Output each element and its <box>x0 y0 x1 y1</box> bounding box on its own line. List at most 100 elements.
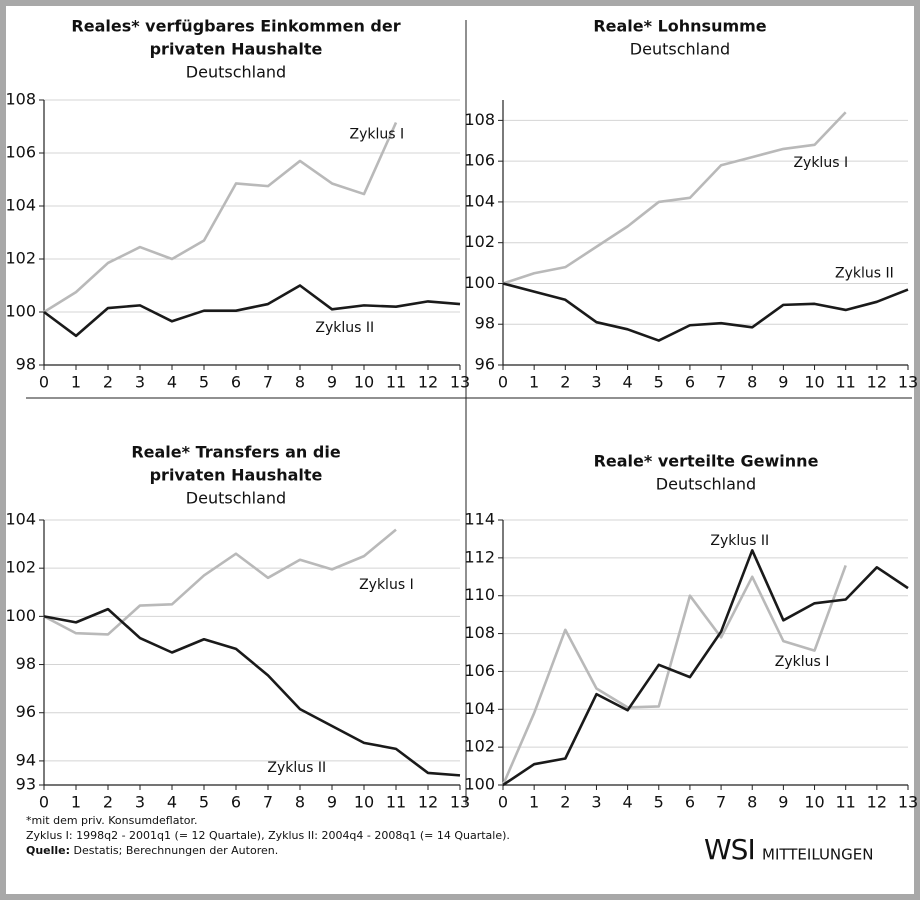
y-tick-label: 96 <box>475 355 495 374</box>
x-tick-label: 3 <box>135 373 145 392</box>
x-tick-label: 13 <box>450 373 470 392</box>
source-label: Quelle: <box>26 844 70 857</box>
x-tick-label: 2 <box>103 373 113 392</box>
x-tick-label: 12 <box>867 373 887 392</box>
chart-title: Reale* Lohnsumme <box>593 17 766 36</box>
x-tick-label: 2 <box>103 793 113 812</box>
x-tick-label: 13 <box>898 793 918 812</box>
x-tick-label: 9 <box>327 373 337 392</box>
x-tick-label: 1 <box>71 373 81 392</box>
series-line <box>43 607 461 777</box>
y-tick-label: 112 <box>464 547 495 566</box>
x-tick-label: 0 <box>39 373 49 392</box>
series-line <box>501 564 847 786</box>
series-label: Zyklus I <box>775 654 830 670</box>
x-tick-label: 5 <box>654 373 664 392</box>
y-tick-label: 102 <box>5 558 36 577</box>
series-label: Zyklus II <box>710 533 769 549</box>
y-tick-label: 110 <box>464 585 495 604</box>
y-tick-label: 106 <box>5 143 36 162</box>
y-tick-label: 106 <box>464 151 495 170</box>
x-tick-label: 7 <box>263 793 273 812</box>
x-tick-label: 1 <box>529 373 539 392</box>
x-tick-label: 4 <box>623 793 633 812</box>
series-label: Zyklus I <box>349 126 404 142</box>
series-line <box>43 121 398 314</box>
x-tick-label: 10 <box>804 793 824 812</box>
source: Quelle: Destatis; Berechnungen der Autor… <box>26 844 278 857</box>
y-tick-label: 104 <box>464 191 495 210</box>
source-text: Destatis; Berechnungen der Autoren. <box>70 844 278 857</box>
series-label: Zyklus II <box>315 320 374 336</box>
y-tick-label: 104 <box>464 699 495 718</box>
logo-mark: WSI <box>704 833 755 866</box>
x-tick-label: 12 <box>418 373 438 392</box>
y-tick-label: 102 <box>464 232 495 251</box>
x-tick-label: 0 <box>498 373 508 392</box>
x-tick-label: 6 <box>685 793 695 812</box>
x-tick-label: 5 <box>654 793 664 812</box>
x-tick-label: 8 <box>747 793 757 812</box>
chart-title: Reale* Transfers an die <box>131 443 340 462</box>
series-line <box>43 284 461 338</box>
y-tick-label: 102 <box>464 737 495 756</box>
x-tick-label: 1 <box>71 793 81 812</box>
series-line <box>502 111 847 285</box>
chart-subtitle: Deutschland <box>186 489 286 508</box>
series-label: Zyklus I <box>359 577 414 593</box>
x-tick-label: 7 <box>716 793 726 812</box>
x-tick-label: 8 <box>295 373 305 392</box>
chart-title: privaten Haushalte <box>150 40 323 59</box>
y-tick-label: 100 <box>464 775 495 794</box>
y-tick-label: 114 <box>464 510 495 529</box>
x-tick-label: 11 <box>836 793 856 812</box>
x-tick-label: 11 <box>836 373 856 392</box>
x-tick-label: 2 <box>560 793 570 812</box>
x-tick-label: 13 <box>450 793 470 812</box>
series-label: Zyklus II <box>835 265 894 281</box>
chart-title: Reale* verteilte Gewinne <box>594 452 819 471</box>
x-tick-label: 10 <box>354 373 374 392</box>
series-line <box>43 528 397 636</box>
y-tick-label: 100 <box>5 302 36 321</box>
x-tick-label: 7 <box>716 373 726 392</box>
chart-subtitle: Deutschland <box>630 40 730 59</box>
x-tick-label: 9 <box>778 373 788 392</box>
x-tick-label: 6 <box>231 793 241 812</box>
footnote: Zyklus I: 1998q2 - 2001q1 (= 12 Quartale… <box>26 829 510 842</box>
y-tick-label: 93 <box>16 775 36 794</box>
x-tick-label: 1 <box>529 793 539 812</box>
x-tick-label: 3 <box>591 793 601 812</box>
chart-subtitle: Deutschland <box>186 63 286 82</box>
y-tick-label: 108 <box>5 90 36 109</box>
y-tick-label: 100 <box>464 273 495 292</box>
y-tick-label: 100 <box>5 606 36 625</box>
x-tick-label: 3 <box>591 373 601 392</box>
y-tick-label: 96 <box>16 702 36 721</box>
y-tick-label: 98 <box>16 654 36 673</box>
chart-subtitle: Deutschland <box>656 475 756 494</box>
x-tick-label: 12 <box>418 793 438 812</box>
x-tick-label: 8 <box>295 793 305 812</box>
x-tick-label: 5 <box>199 793 209 812</box>
series-line <box>502 548 909 787</box>
logo-text: MITTEILUNGEN <box>762 846 873 864</box>
x-tick-label: 6 <box>685 373 695 392</box>
x-tick-label: 9 <box>327 793 337 812</box>
x-tick-label: 10 <box>354 793 374 812</box>
y-tick-label: 102 <box>5 249 36 268</box>
x-tick-label: 2 <box>560 373 570 392</box>
x-tick-label: 12 <box>867 793 887 812</box>
x-tick-label: 4 <box>623 373 633 392</box>
y-tick-label: 94 <box>16 750 36 769</box>
footnote: *mit dem priv. Konsumdeflator. <box>26 814 198 827</box>
y-tick-label: 98 <box>475 314 495 333</box>
series-label: Zyklus I <box>793 155 848 171</box>
x-tick-label: 3 <box>135 793 145 812</box>
x-tick-label: 5 <box>199 373 209 392</box>
x-tick-label: 0 <box>498 793 508 812</box>
series-label: Zyklus II <box>267 760 326 776</box>
y-tick-label: 108 <box>464 623 495 642</box>
